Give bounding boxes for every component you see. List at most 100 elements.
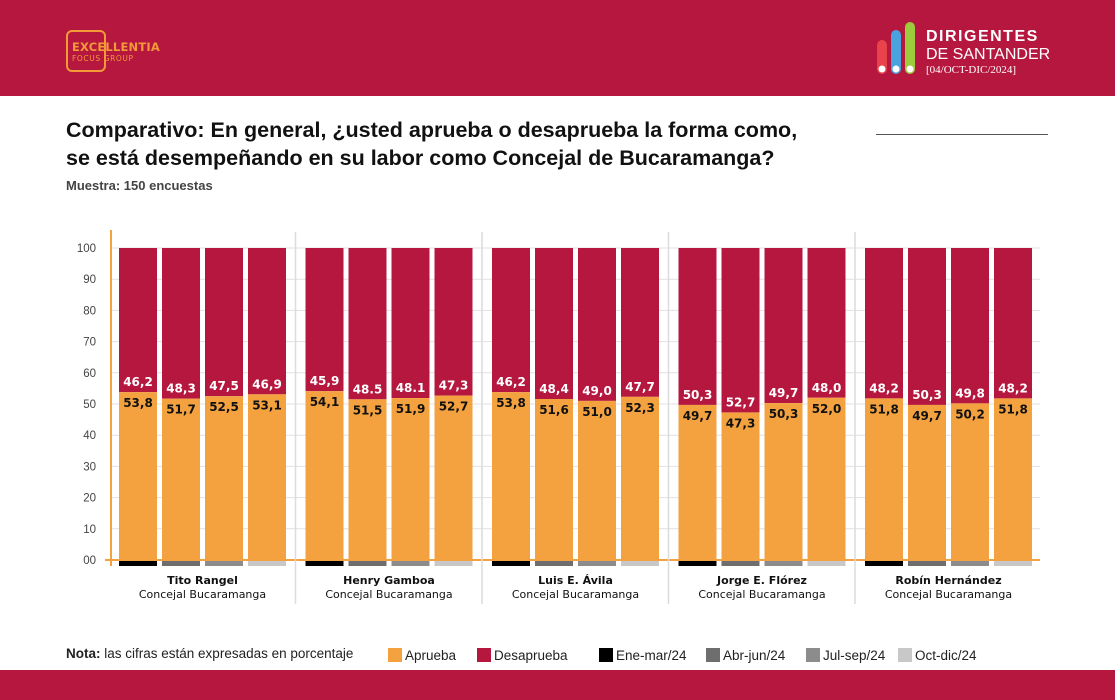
period-marker [994,561,1032,566]
period-marker [434,561,473,566]
legend-label: Desaprueba [494,648,568,663]
period-marker [908,561,946,566]
legend-label: Ene-mar/24 [616,648,687,663]
bar-desaprueba [621,248,659,397]
bar-desaprueba [391,248,430,399]
excellentia-logo: EXCELLENTIA FOCUS GROUP [66,30,160,76]
logo-title-2: DE SANTANDER [926,46,1051,63]
period-marker [348,561,387,566]
y-tick-label: 60 [83,368,96,380]
data-label-desaprueba: 48,0 [812,381,842,395]
logo-title: DIRIGENTES [926,28,1039,45]
legend-item-oct-dic: Oct-dic/24 [898,648,977,666]
data-label-desaprueba: 48.1 [396,381,426,395]
period-marker [248,561,286,566]
period-marker [621,561,659,566]
data-label-desaprueba: 48.5 [353,382,383,396]
group-role: Concejal Bucaramanga [698,588,825,601]
logo-name: EXCELLENTIA [72,40,160,54]
bar-desaprueba [678,248,717,405]
bar-desaprueba [119,248,157,393]
header-bar [0,0,1115,96]
data-label-desaprueba: 49,8 [955,386,985,400]
data-label-desaprueba: 48,2 [998,381,1028,395]
chart-title: Comparativo: En general, ¿usted aprueba … [66,116,1066,172]
y-tick-label: 20 [83,493,96,505]
period-marker [764,561,803,566]
bar-aprueba [535,399,573,560]
bar-desaprueba [951,248,989,404]
bar-desaprueba [908,248,946,405]
y-tick-label: 100 [77,243,96,255]
period-marker [205,561,243,566]
bar-desaprueba [994,248,1032,399]
legend-item-aprueba: Aprueba [388,648,456,666]
data-label-aprueba: 50,3 [769,407,799,421]
legend-label: Aprueba [405,648,457,663]
legend-swatch [477,648,491,662]
bar-desaprueba [205,248,243,397]
bar-desaprueba [865,248,903,399]
legend-label: Jul-sep/24 [823,648,886,663]
group-role: Concejal Bucaramanga [325,588,452,601]
stacked-bar-chart: 00 10 20 30 40 50 60 70 80 90 100 46,2 53,8 48,3 51,7 4… [77,230,1040,604]
bar-aprueba [305,391,344,560]
blank-line [876,134,1048,135]
group-name: Robín Hernández [895,574,1001,587]
data-label-desaprueba: 48,4 [539,382,569,396]
legend-swatch [806,648,820,662]
bar-aprueba [951,403,989,560]
legend-swatch [706,648,720,662]
legend-item-desaprueba: Desaprueba [477,648,568,666]
bar-desaprueba [535,248,573,400]
bar-desaprueba [305,248,344,392]
data-label-desaprueba: 50,3 [683,388,713,402]
dirigentes-logo: DIRIGENTES DE SANTANDER [04/OCT-DIC/2024… [874,22,1074,82]
group-name: Tito Rangel [167,574,238,587]
data-label-aprueba: 49,7 [912,409,942,423]
data-label-desaprueba: 46,2 [123,375,153,389]
legend-swatch [898,648,912,662]
data-label-aprueba: 53,8 [496,396,526,410]
data-label-desaprueba: 47,7 [625,380,655,394]
legend-label: Abr-jun/24 [723,648,786,663]
pencil-bars-icon [877,22,915,74]
y-tick-label: 90 [83,274,96,286]
period-marker [391,561,430,566]
period-marker [162,561,200,566]
bar-desaprueba [807,248,846,398]
data-label-aprueba: 51,9 [396,402,426,416]
title-line-1: Comparativo: En general, ¿usted aprueba … [66,118,798,142]
bar-aprueba [578,400,616,560]
group-role: Concejal Bucaramanga [512,588,639,601]
logo-period: [04/OCT-DIC/2024] [926,64,1017,76]
data-label-aprueba: 51,8 [998,402,1028,416]
bar-aprueba [764,403,803,560]
bar-aprueba [865,398,903,560]
data-label-aprueba: 47,3 [726,416,756,430]
period-marker [305,561,344,566]
bar-aprueba [162,398,200,560]
group-name: Jorge E. Flórez [716,574,807,587]
bar-desaprueba [721,248,760,413]
data-label-desaprueba: 52,7 [726,395,756,409]
y-tick-label: 30 [83,461,96,473]
legend-swatch [388,648,402,662]
data-label-desaprueba: 50,3 [912,388,942,402]
bar-desaprueba [248,248,286,395]
bar-aprueba [908,404,946,560]
data-label-aprueba: 52,7 [439,400,469,414]
period-marker [535,561,573,566]
footnote: Nota: las cifras están expresadas en por… [66,646,353,661]
bar-desaprueba [348,248,387,400]
y-tick-label: 40 [83,430,96,442]
bar-aprueba [678,404,717,560]
period-marker [721,561,760,566]
data-label-aprueba: 54,1 [310,395,340,409]
data-label-desaprueba: 48,3 [166,382,196,396]
bar-aprueba [621,396,659,560]
legend-label: Oct-dic/24 [915,648,977,663]
group-name: Luis E. Ávila [538,574,613,587]
note-text: las cifras están expresadas en porcentaj… [104,646,354,661]
data-label-aprueba: 53,1 [252,398,282,412]
